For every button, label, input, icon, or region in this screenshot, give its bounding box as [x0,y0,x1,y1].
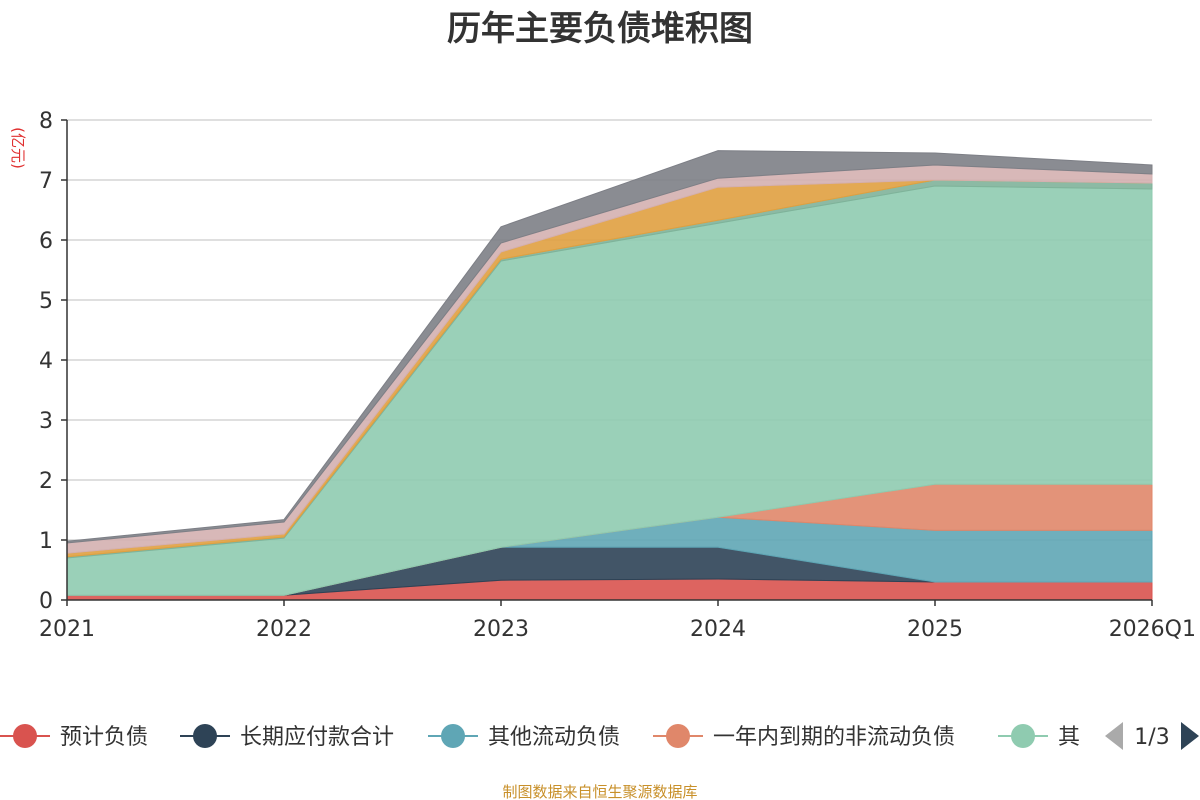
legend-item-3[interactable]: 一年内到期的非流动负债 [653,724,955,750]
legend-marker-4 [1011,724,1035,748]
legend-label-1: 长期应付款合计 [240,725,394,750]
legend-marker-0 [13,724,37,748]
legend-pager: 1/3 [1105,722,1199,750]
y-tick-label-8: 8 [39,109,53,134]
legend-item-4[interactable]: 其 [998,724,1080,750]
y-tick-label-3: 3 [39,409,53,434]
legend-label-2: 其他流动负债 [488,725,620,750]
y-tick-label-7: 7 [39,169,53,194]
y-axis-unit-label: (亿元) [9,127,27,169]
y-tick-label-5: 5 [39,289,53,314]
y-tick-label-1: 1 [39,529,53,554]
legend-marker-3 [666,724,690,748]
legend[interactable]: 预计负债 长期应付款合计 其他流动负债 一年内到期的非流动负债 其 [0,724,1080,750]
legend-marker-2 [441,724,465,748]
stacked-areas[interactable] [66,150,1153,601]
source-note: 制图数据来自恒生聚源数据库 [502,783,697,800]
legend-label-0: 预计负债 [60,725,148,750]
legend-item-2[interactable]: 其他流动负债 [428,724,620,750]
legend-label-4: 其 [1058,725,1080,750]
area-series-8[interactable] [66,150,1153,544]
y-tick-label-6: 6 [39,229,53,254]
x-tick-label-2023: 2023 [473,617,529,642]
x-tick-label-2022: 2022 [256,617,312,642]
x-tick-label-2021: 2021 [39,617,95,642]
axes: 0 1 2 3 4 5 6 7 8 2021 2022 2023 2024 2025 2026Q1 [39,109,1196,642]
legend-items[interactable]: 预计负债 长期应付款合计 其他流动负债 一年内到期的非流动负债 其 [0,724,1080,750]
y-tick-label-0: 0 [39,589,53,614]
legend-label-3: 一年内到期的非流动负债 [713,725,955,750]
legend-page-label: 1/3 [1134,725,1169,750]
legend-next-arrow-icon[interactable] [1181,722,1199,750]
x-tick-label-2026Q1: 2026Q1 [1109,617,1196,642]
y-tick-label-2: 2 [39,469,53,494]
x-tick-label-2024: 2024 [690,617,746,642]
legend-prev-arrow-icon[interactable] [1105,722,1123,750]
legend-item-0[interactable]: 预计负债 [0,724,148,750]
x-tick-label-2025: 2025 [907,617,963,642]
chart-title: 历年主要负债堆积图 [447,9,753,49]
legend-item-1[interactable]: 长期应付款合计 [180,724,394,750]
legend-marker-1 [193,724,217,748]
y-tick-label-4: 4 [39,349,53,374]
